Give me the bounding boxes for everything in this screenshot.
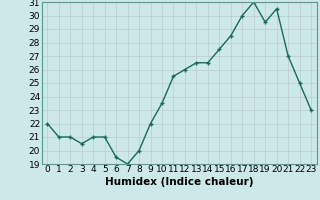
- X-axis label: Humidex (Indice chaleur): Humidex (Indice chaleur): [105, 177, 253, 187]
